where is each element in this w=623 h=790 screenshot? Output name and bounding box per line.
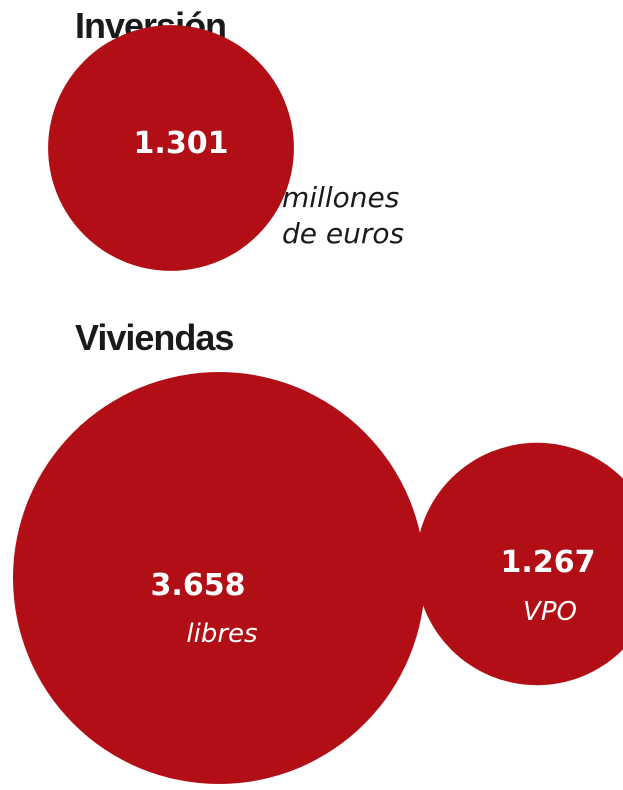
viviendas-libres-bubble-group: 3.658 libres (13, 372, 425, 784)
inversion-unit-line1: millones (282, 181, 400, 214)
viviendas-vpo-value: 1.267 (501, 545, 596, 580)
viviendas-vpo-label: VPO (523, 597, 577, 627)
viviendas-vpo-bubble-group: 1.267 VPO (415, 442, 623, 686)
inversion-bubble-value: 1.301 (134, 126, 229, 161)
viviendas-libres-label: libres (186, 619, 257, 649)
viviendas-title: Viviendas (75, 317, 234, 358)
viviendas-libres-value: 3.658 (151, 568, 246, 603)
viviendas-libres-bubble (13, 372, 425, 784)
inversion-bubble-group: 1.301 (48, 25, 294, 271)
inversion-unit-caption: millones de euros (282, 180, 404, 252)
viviendas-vpo-bubble (415, 442, 623, 686)
inversion-unit-line2: de euros (282, 217, 405, 250)
inversion-bubble (48, 25, 294, 271)
